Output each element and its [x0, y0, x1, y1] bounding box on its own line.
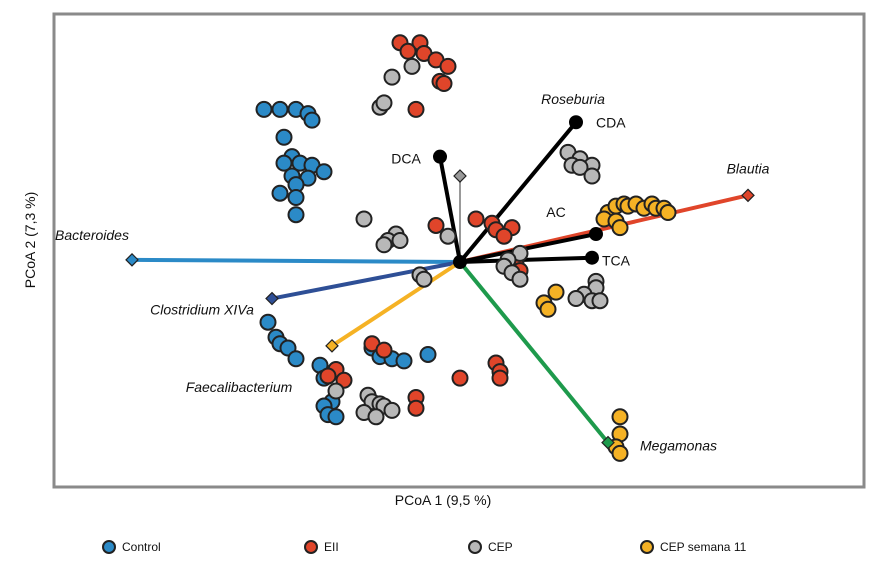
point-control-25 — [395, 352, 413, 370]
vector-line-tca — [459, 255, 593, 264]
vector-label-tca: TCA — [602, 253, 631, 269]
legend-label-cep-semana-11: CEP semana 11 — [660, 540, 747, 554]
legend-item-control: Control — [102, 540, 161, 554]
point-cep-semana-11-13 — [547, 283, 565, 301]
point-control-0 — [255, 100, 273, 118]
point-cep-35 — [367, 408, 385, 426]
vector-end-megamonas — [601, 435, 615, 450]
vector-line-clostridium-xiva — [271, 260, 461, 301]
legend-label-control: Control — [122, 540, 161, 554]
point-control-4 — [303, 111, 321, 129]
vector-line-dca — [438, 156, 462, 263]
point-cep-semana-11-9 — [659, 204, 677, 222]
point-cep-0 — [403, 57, 421, 75]
point-control-14 — [271, 184, 289, 202]
legend-swatch-cep — [468, 540, 482, 554]
vector-end-tca — [585, 250, 599, 265]
point-cep-semana-11-12 — [611, 219, 629, 237]
vector-label-megamonas: Megamonas — [640, 438, 717, 454]
point-eii-20 — [319, 367, 337, 385]
vector-label-faecalibacterium: Faecalibacterium — [186, 379, 293, 395]
point-eii-18 — [375, 341, 393, 359]
loading-vectors — [131, 120, 749, 444]
vector-label-dca: DCA — [391, 151, 421, 167]
vector-line-bacteroides — [131, 257, 461, 264]
point-cep-28 — [591, 292, 609, 310]
point-eii-27 — [451, 369, 469, 387]
y-axis-label: PCoA 2 (7,3 %) — [22, 191, 38, 289]
legend-item-cep-semana-11: CEP semana 11 — [640, 540, 746, 554]
vector-end-dca — [433, 149, 447, 164]
legend-item-cep: CEP — [468, 540, 513, 554]
legend-swatch-control — [102, 540, 116, 554]
point-cep-20 — [511, 270, 529, 288]
origin-marker — [453, 255, 467, 269]
vector-end-clostridium-xiva — [265, 291, 279, 306]
point-cep-15 — [439, 227, 457, 245]
vector-end-ac — [589, 227, 603, 242]
legend: Control EII CEP CEP semana 11 — [0, 540, 886, 560]
point-eii-14 — [427, 216, 445, 234]
vector-end-cda — [569, 115, 583, 130]
point-cep-8 — [571, 158, 589, 176]
point-eii-26 — [407, 399, 425, 417]
point-eii-2 — [399, 42, 417, 60]
sample-points — [255, 34, 677, 462]
vector-label-ac: AC — [546, 204, 565, 220]
point-eii-24 — [491, 369, 509, 387]
vector-end-blautia — [741, 188, 755, 203]
point-control-32 — [327, 408, 345, 426]
point-eii-9 — [467, 210, 485, 228]
legend-label-eii: EII — [324, 540, 339, 554]
point-cep-36 — [327, 382, 345, 400]
point-cep-semana-11-19 — [611, 444, 629, 462]
point-eii-7 — [435, 75, 453, 93]
vector-end-roseburia — [453, 169, 467, 183]
point-cep-semana-11-16 — [611, 408, 629, 426]
point-cep-22 — [415, 270, 433, 288]
point-eii-8 — [407, 100, 425, 118]
point-cep-10 — [355, 210, 373, 228]
vector-label-bacteroides: Bacteroides — [55, 227, 129, 243]
point-cep-13 — [391, 232, 409, 249]
x-axis-label: PCoA 1 (9,5 %) — [394, 492, 492, 508]
legend-item-eii: EII — [304, 540, 339, 554]
point-eii-13 — [495, 227, 513, 245]
point-cep-14 — [375, 236, 393, 254]
vector-line-cda — [458, 120, 578, 264]
point-control-16 — [287, 206, 305, 224]
point-cep-33 — [383, 401, 401, 419]
vector-line-faecalibacterium — [330, 260, 462, 348]
point-cep-26 — [567, 290, 585, 308]
vector-label-cda: CDA — [596, 114, 626, 130]
vector-end-bacteroides — [125, 253, 139, 267]
point-control-26 — [419, 345, 437, 363]
point-control-5 — [275, 128, 293, 146]
vector-label-blautia: Blautia — [727, 160, 770, 176]
legend-swatch-cep-semana-11 — [640, 540, 654, 554]
point-control-15 — [287, 189, 305, 206]
point-cep-3 — [375, 94, 393, 112]
vector-line-ac — [459, 232, 597, 264]
vector-end-faecalibacterium — [325, 339, 339, 353]
point-cep-1 — [383, 68, 401, 86]
vector-label-clostridium-xiva: Clostridium XIVa — [150, 302, 254, 318]
point-control-1 — [271, 100, 289, 118]
point-eii-5 — [439, 57, 457, 75]
vector-labels: Bacteroides Clostridium XIVa Faecalibacter… — [55, 91, 770, 454]
vector-label-roseburia: Roseburia — [541, 91, 605, 107]
point-control-10 — [315, 163, 333, 181]
vector-line-megamonas — [458, 260, 610, 444]
legend-label-cep: CEP — [488, 540, 513, 554]
point-control-17 — [259, 313, 277, 331]
point-cep-9 — [583, 167, 601, 185]
point-cep-semana-11-15 — [539, 300, 557, 318]
point-control-21 — [287, 350, 305, 368]
legend-swatch-eii — [304, 540, 318, 554]
